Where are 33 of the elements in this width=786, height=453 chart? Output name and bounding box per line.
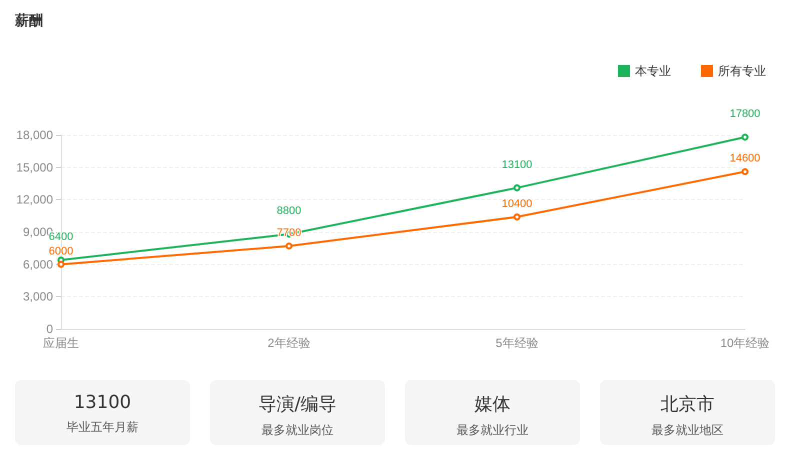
text: 媒体: [474, 393, 512, 416]
legend-label: 所有专业: [718, 64, 766, 78]
y-tick-label: 12,000: [16, 192, 54, 207]
data-label: 13100: [502, 158, 532, 171]
y-tick-label: 15,000: [16, 160, 54, 174]
text: 最多就业地区: [650, 422, 724, 439]
x-tick-label: 2年经验: [268, 336, 310, 350]
y-tick-label: 0: [46, 322, 54, 336]
data-label: 17800: [730, 108, 760, 120]
point: [514, 213, 520, 220]
point: [58, 260, 64, 268]
point: [286, 242, 292, 250]
x-tick-label: 应届生: [43, 336, 79, 350]
text: 最多就业岗位: [260, 422, 334, 439]
chart-title: 薪酬: [15, 12, 43, 30]
point: [742, 134, 748, 141]
text: 北京市: [660, 393, 716, 416]
text: 最多就业行业: [456, 422, 530, 439]
data-label: 14600: [730, 152, 760, 165]
text: 毕业五年月薪: [66, 419, 140, 436]
text: 导演/编导: [257, 393, 338, 416]
data-label: 6000: [48, 245, 74, 258]
y-tick-label: 3,000: [22, 290, 54, 304]
text: 13100: [72, 392, 132, 413]
legend-label: 本专业: [635, 64, 671, 78]
point: [742, 168, 748, 176]
data-label: 10400: [502, 198, 532, 210]
data-label: 8800: [276, 205, 302, 218]
y-tick-label: 18,000: [16, 128, 54, 142]
point: [514, 184, 520, 192]
x-tick-label: 10年经验: [720, 336, 770, 350]
x-tick-label: 5年经验: [496, 336, 538, 350]
y-tick-label: 6,000: [22, 257, 54, 272]
